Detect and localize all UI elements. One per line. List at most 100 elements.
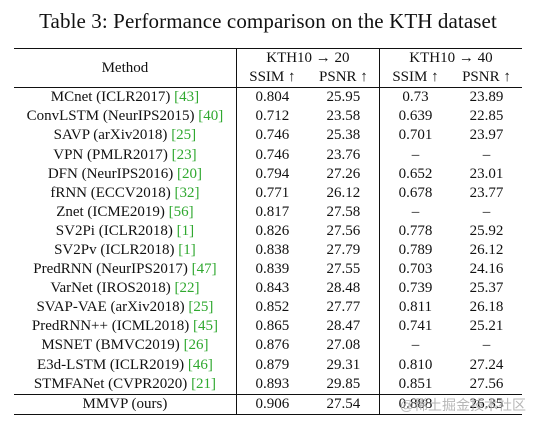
- ssim40-cell: 0.811: [398, 299, 433, 316]
- psnr20-cell: 25.95: [307, 87, 380, 108]
- ssim20-cell: 0.893: [255, 375, 290, 392]
- psnr40-cell: 23.01: [469, 165, 504, 182]
- ssim-header-40: SSIM ↑: [392, 69, 439, 86]
- ssim20-cell: 0.852: [255, 299, 290, 316]
- psnr20-cell: 27.79: [307, 240, 380, 261]
- method-cell: STMFANet (CVPR2020) [21]: [14, 374, 237, 395]
- ssim20-cell: 0.804: [255, 89, 290, 106]
- citation-link[interactable]: [43]: [174, 89, 200, 106]
- ssim40-cell: 0.73: [402, 89, 429, 106]
- psnr40-cell: 27.24: [469, 356, 504, 373]
- method-header: Method: [14, 48, 237, 89]
- citation-link[interactable]: [1]: [178, 241, 196, 258]
- psnr20-cell: 27.08: [307, 336, 380, 356]
- watermark: @稀土掘金技术社区: [399, 397, 526, 413]
- ssim-header-20: SSIM ↑: [249, 69, 296, 86]
- ssim40-cell: 0.810: [398, 356, 433, 373]
- ours-psnr40-cell: 26.35: [469, 395, 504, 412]
- ssim40-cell: –: [411, 203, 420, 220]
- ssim20-cell: 0.771: [255, 184, 290, 201]
- citation-link[interactable]: [40]: [198, 108, 224, 125]
- psnr40-cell: –: [482, 146, 491, 163]
- header-row-1: Method KTH10 → 20 KTH10 → 40: [14, 48, 522, 89]
- method-name: PredRNN++ (ICML2018): [31, 318, 193, 335]
- method-cell: VarNet (IROS2018) [22]: [14, 279, 237, 299]
- psnr40-cell: 23.77: [469, 184, 504, 201]
- table-row: fRNN (ECCV2018) [32] 0.771 26.12 0.678 2…: [14, 183, 522, 203]
- ssim20-cell: 0.876: [255, 337, 290, 354]
- psnr20-cell-best: 29.85: [307, 374, 380, 395]
- method-cell: SV2Pv (ICLR2018) [1]: [14, 240, 237, 261]
- ssim40-cell: 0.703: [398, 261, 433, 278]
- method-cell: SAVP (arXiv2018) [25]: [14, 126, 237, 146]
- table-row: PredRNN++ (ICML2018) [45] 0.865 28.47 0.…: [14, 317, 522, 337]
- psnr20-cell: 27.77: [307, 298, 380, 318]
- ours-ssim40-cell-best: 0.888: [398, 395, 433, 412]
- psnr20-cell: 27.58: [307, 202, 380, 222]
- table-row: DFN (NeurIPS2016) [20] 0.794 27.26 0.652…: [14, 164, 522, 184]
- ours-ssim20-cell-best: 0.906: [255, 395, 290, 412]
- ssim40-cell: 0.778: [398, 222, 433, 239]
- citation-link[interactable]: [45]: [192, 318, 218, 335]
- method-cell: MCnet (ICLR2017) [43]: [14, 87, 237, 108]
- ssim20-cell: 0.746: [255, 127, 290, 144]
- method-name: VPN (PMLR2017): [53, 146, 172, 163]
- psnr20-cell: 27.55: [307, 260, 380, 280]
- citation-link[interactable]: [46]: [187, 356, 213, 373]
- psnr40-cell: –: [482, 203, 491, 220]
- psnr-header-40: PSNR ↑: [462, 69, 511, 86]
- psnr40-cell: 25.21: [469, 318, 504, 335]
- ssim40-cell: 0.678: [398, 184, 433, 201]
- table-row: SAVP (arXiv2018) [25] 0.746 25.38 0.701 …: [14, 126, 522, 146]
- method-name: Znet (ICME2019): [56, 203, 169, 220]
- method-cell: SVAP-VAE (arXiv2018) [25]: [14, 298, 237, 318]
- ssim20-cell: 0.712: [255, 108, 290, 125]
- method-name: E3d-LSTM (ICLR2019): [37, 356, 188, 373]
- method-cell: SV2Pi (ICLR2018) [1]: [14, 221, 237, 241]
- citation-link[interactable]: [23]: [171, 146, 197, 163]
- psnr20-cell: 23.76: [307, 145, 380, 165]
- ssim40-cell: 0.741: [398, 318, 433, 335]
- ssim40-cell: 0.739: [398, 280, 433, 297]
- ssim20-cell: 0.746: [255, 146, 290, 163]
- table-row: PredRNN (NeurIPS2017) [47] 0.839 27.55 0…: [14, 260, 522, 280]
- ssim20-cell: 0.826: [255, 222, 290, 239]
- method-cell: VPN (PMLR2017) [23]: [14, 145, 237, 165]
- psnr40-cell: 26.12: [469, 241, 504, 258]
- psnr20-cell: 28.47: [307, 317, 380, 337]
- table-caption: Table 3: Performance comparison on the K…: [39, 9, 497, 33]
- citation-link[interactable]: [21]: [191, 375, 217, 392]
- psnr20-cell: 27.56: [307, 221, 380, 241]
- method-cell: MSNET (BMVC2019) [26]: [14, 336, 237, 356]
- psnr40-cell: 26.18: [469, 299, 504, 316]
- psnr40-cell: 25.37: [469, 280, 504, 297]
- psnr40-cell: 23.97: [469, 127, 504, 144]
- citation-link[interactable]: [25]: [171, 127, 197, 144]
- group-header-kth40: KTH10 → 40: [409, 50, 493, 67]
- citation-link[interactable]: [26]: [183, 337, 209, 354]
- method-name: STMFANet (CVPR2020): [33, 375, 192, 392]
- ssim40-cell: 0.789: [398, 241, 433, 258]
- table-row: E3d-LSTM (ICLR2019) [46] 0.879 29.31 0.8…: [14, 355, 522, 375]
- citation-link[interactable]: [1]: [176, 222, 195, 239]
- header-row-2: SSIM ↑ PSNR ↑ SSIM ↑ PSNR ↑: [14, 68, 522, 88]
- psnr20-cell: 23.58: [307, 107, 380, 127]
- method-name: MSNET (BMVC2019): [41, 337, 184, 354]
- citation-link[interactable]: [47]: [191, 261, 217, 278]
- citation-link[interactable]: [32]: [174, 184, 200, 201]
- method-name: DFN (NeurIPS2016): [47, 165, 178, 182]
- citation-link[interactable]: [20]: [177, 165, 203, 182]
- ssim40-cell: –: [411, 337, 420, 354]
- results-table: Method KTH10 → 20 KTH10 → 40 SSIM ↑ PSNR…: [14, 48, 522, 415]
- method-cell: DFN (NeurIPS2016) [20]: [14, 164, 237, 184]
- ssim20-cell: 0.839: [255, 261, 290, 278]
- psnr20-cell: 26.12: [307, 183, 380, 203]
- method-cell: PredRNN (NeurIPS2017) [47]: [14, 260, 237, 280]
- citation-link[interactable]: [22]: [174, 280, 200, 297]
- method-name: MCnet (ICLR2017): [50, 89, 175, 106]
- citation-link[interactable]: [25]: [188, 299, 214, 316]
- psnr40-cell: 24.16: [469, 261, 504, 278]
- table-row: STMFANet (CVPR2020) [21] 0.893 29.85 0.8…: [14, 374, 522, 395]
- citation-link[interactable]: [56]: [168, 203, 194, 220]
- ssim20-cell: 0.879: [255, 356, 290, 373]
